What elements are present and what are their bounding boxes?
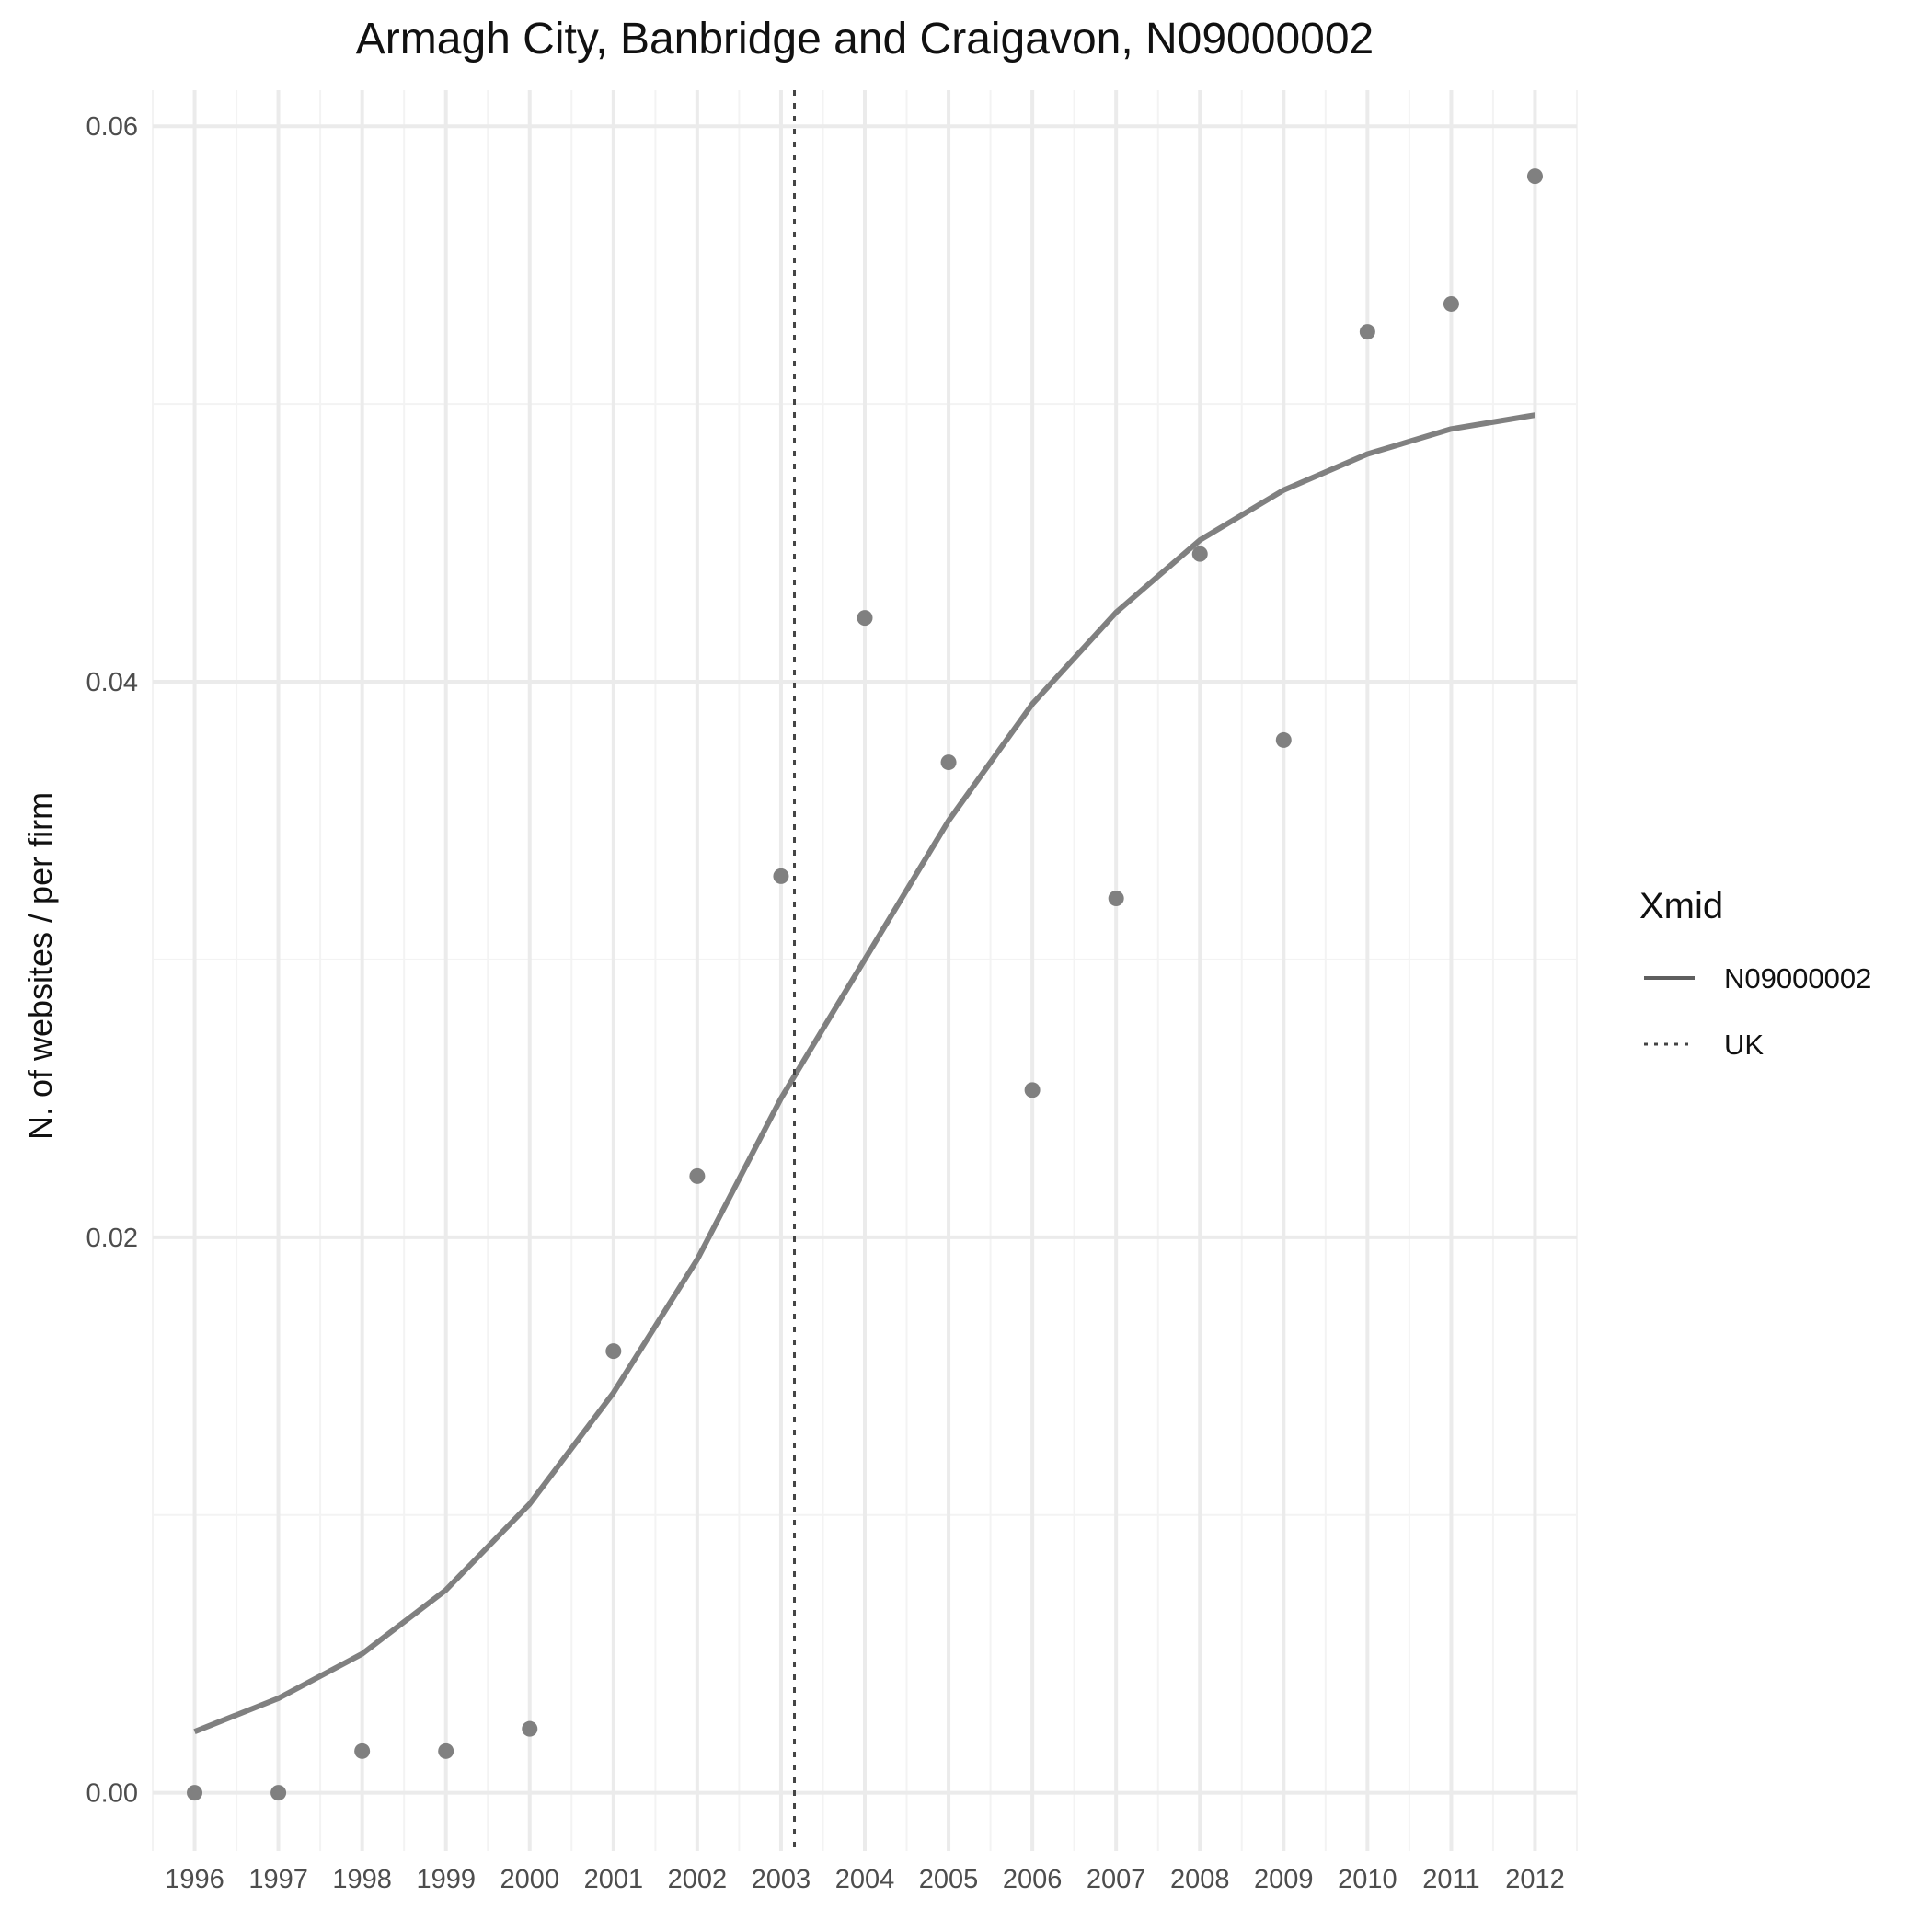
data-point [1275, 731, 1292, 748]
x-tick-label: 2000 [500, 1865, 560, 1894]
data-point [187, 1785, 203, 1801]
x-tick-label: 2011 [1422, 1865, 1479, 1894]
y-tick-label: 0.04 [86, 668, 138, 697]
trend-series [193, 412, 1535, 1734]
data-point [1443, 295, 1459, 312]
x-tick-label: 2004 [835, 1865, 895, 1894]
data-point [605, 1343, 622, 1360]
chart-title: Armagh City, Banbridge and Craigavon, N0… [356, 15, 1374, 63]
data-point [1191, 546, 1208, 562]
data-point [1024, 1082, 1041, 1098]
y-tick-label: 0.02 [86, 1224, 138, 1253]
y-axis-title: N. of websites / per firm [21, 792, 59, 1140]
x-tick-label: 2007 [1087, 1865, 1146, 1894]
y-tick-labels: 0.00 0.02 0.04 0.06 [86, 112, 138, 1808]
x-tick-label: 1996 [165, 1865, 224, 1894]
data-point [270, 1785, 287, 1801]
x-tick-labels: 1996 1997 1998 1999 2000 2001 2002 2003 2004 2005… [165, 1865, 1564, 1894]
data-point [689, 1167, 706, 1184]
data-point [522, 1720, 538, 1737]
y-tick-label: 0.00 [86, 1779, 138, 1809]
x-tick-label: 2002 [668, 1865, 728, 1894]
grid-major [153, 90, 1577, 1851]
data-point [1108, 891, 1124, 907]
x-tick-label: 1997 [248, 1865, 308, 1894]
legend-label-uk: UK [1724, 1029, 1764, 1061]
data-point [354, 1742, 371, 1759]
data-point [773, 868, 789, 884]
data-points [187, 168, 1543, 1801]
legend-title: Xmid [1639, 886, 1723, 926]
x-tick-label: 2009 [1254, 1865, 1314, 1894]
x-tick-label: 2008 [1170, 1865, 1230, 1894]
x-tick-label: 2005 [919, 1865, 979, 1894]
data-point [438, 1742, 454, 1759]
series-line-n09000002 [193, 412, 1535, 1734]
x-tick-label: 1998 [332, 1865, 392, 1894]
data-point [1359, 324, 1375, 340]
legend-label-n09000002: N09000002 [1724, 962, 1871, 995]
x-tick-label: 2012 [1505, 1865, 1565, 1894]
x-tick-label: 2006 [1003, 1865, 1063, 1894]
data-point [857, 610, 873, 627]
x-tick-label: 2001 [584, 1865, 644, 1894]
y-tick-label: 0.06 [86, 112, 138, 142]
data-point [1526, 168, 1543, 185]
x-tick-label: 2003 [752, 1865, 811, 1894]
legend: Xmid N09000002 UK [1639, 886, 1871, 1061]
x-tick-label: 1999 [416, 1865, 476, 1894]
x-tick-label: 2010 [1338, 1865, 1397, 1894]
grid-minor [152, 90, 1578, 1851]
data-point [940, 754, 957, 771]
